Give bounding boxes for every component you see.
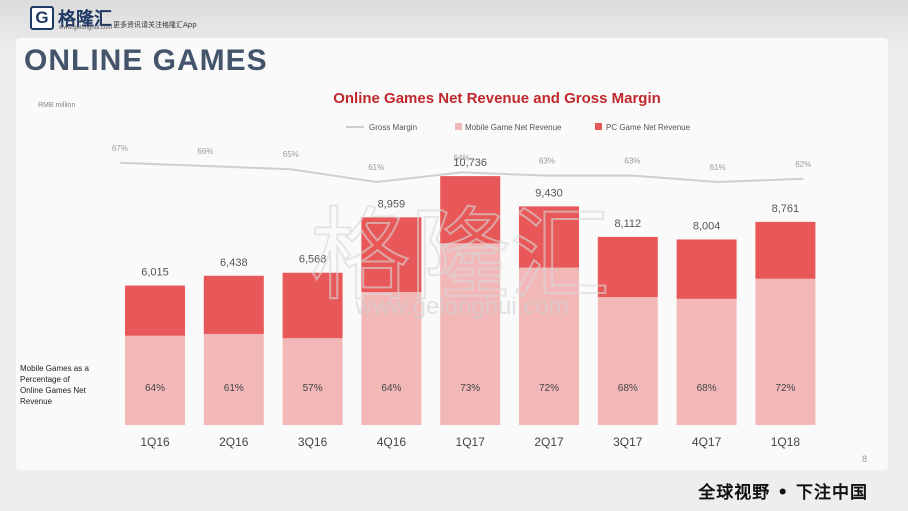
legend-swatch-mobile <box>455 123 462 130</box>
bar-mobile-1Q16 <box>125 336 185 425</box>
x-tick-label-2Q16: 2Q16 <box>219 435 249 449</box>
x-tick-label-1Q18: 1Q18 <box>771 435 801 449</box>
legend-label-mobile: Mobile Game Net Revenue <box>465 123 562 132</box>
side-note-line: Mobile Games as a <box>20 364 89 373</box>
y-axis-unit: RMB million <box>38 102 75 109</box>
total-label-4Q16: 8,959 <box>378 198 406 210</box>
bar-pc-3Q17 <box>598 237 658 297</box>
bar-mobile-3Q16 <box>283 338 343 425</box>
bar-mobile-1Q18 <box>755 279 815 425</box>
bar-mobile-4Q17 <box>677 299 737 425</box>
x-tick-label-4Q16: 4Q16 <box>377 435 407 449</box>
legend-label-gross-margin: Gross Margin <box>369 123 417 132</box>
total-label-2Q16: 6,438 <box>220 257 248 269</box>
gross-margin-label-3Q17: 63% <box>624 157 640 166</box>
total-label-1Q17: 10,736 <box>453 157 487 169</box>
side-note-line: Online Games Net <box>20 386 87 395</box>
total-label-2Q17: 9,430 <box>535 187 563 199</box>
gross-margin-label-1Q18: 62% <box>795 160 811 169</box>
page-number: 8 <box>862 454 867 464</box>
mobile-share-label-4Q17: 68% <box>697 383 717 394</box>
total-label-3Q17: 8,112 <box>614 218 641 230</box>
mobile-share-label-4Q16: 64% <box>381 383 401 394</box>
gross-margin-label-2Q17: 63% <box>539 157 555 166</box>
bar-pc-2Q17 <box>519 206 579 267</box>
x-tick-label-3Q16: 3Q16 <box>298 435 328 449</box>
bar-mobile-2Q17 <box>519 268 579 425</box>
mobile-share-label-3Q16: 57% <box>303 383 323 394</box>
mobile-share-label-2Q16: 61% <box>224 383 244 394</box>
chart-title: Online Games Net Revenue and Gross Margi… <box>333 90 661 107</box>
bar-mobile-1Q17 <box>440 243 500 425</box>
total-label-3Q16: 6,568 <box>299 254 327 266</box>
gross-margin-label-4Q16: 61% <box>368 163 384 172</box>
gross-margin-label-3Q16: 65% <box>283 150 299 159</box>
bar-pc-1Q18 <box>755 222 815 279</box>
x-tick-label-4Q17: 4Q17 <box>692 435 722 449</box>
mobile-share-label-1Q16: 64% <box>145 383 165 394</box>
bar-mobile-2Q16 <box>204 334 264 425</box>
bar-pc-2Q16 <box>204 276 264 334</box>
bar-pc-1Q17 <box>440 176 500 243</box>
mobile-share-label-1Q18: 72% <box>775 383 795 394</box>
side-note-line: Revenue <box>20 397 53 406</box>
mobile-share-label-3Q17: 68% <box>618 383 638 394</box>
mobile-share-label-2Q17: 72% <box>539 383 559 394</box>
legend-label-pc: PC Game Net Revenue <box>606 123 691 132</box>
x-tick-label-2Q17: 2Q17 <box>534 435 564 449</box>
total-label-1Q18: 8,761 <box>772 203 800 215</box>
footer-slogan: 全球视野 • 下注中国 <box>698 478 868 503</box>
gross-margin-label-2Q16: 66% <box>197 147 213 156</box>
mobile-share-label-1Q17: 73% <box>460 383 480 394</box>
bar-mobile-4Q16 <box>361 292 421 425</box>
bar-mobile-3Q17 <box>598 297 658 425</box>
x-tick-label-3Q17: 3Q17 <box>613 435 643 449</box>
x-tick-label-1Q17: 1Q17 <box>456 435 486 449</box>
bar-pc-4Q16 <box>361 217 421 292</box>
x-tick-label-1Q16: 1Q16 <box>140 435 170 449</box>
total-label-4Q17: 8,004 <box>693 220 721 232</box>
bar-pc-1Q16 <box>125 286 185 336</box>
gross-margin-label-4Q17: 61% <box>710 163 726 172</box>
chart-legend: Gross Margin Mobile Game Net Revenue PC … <box>346 123 691 132</box>
bar-pc-4Q17 <box>677 239 737 298</box>
mobile-share-note: Mobile Games as a Percentage of Online Gam… <box>20 364 89 406</box>
total-label-1Q16: 6,015 <box>141 267 169 279</box>
legend-swatch-pc <box>595 123 602 130</box>
bar-pc-3Q16 <box>283 273 343 338</box>
side-note-line: Percentage of <box>20 375 71 384</box>
gross-margin-label-1Q16: 67% <box>112 144 128 153</box>
